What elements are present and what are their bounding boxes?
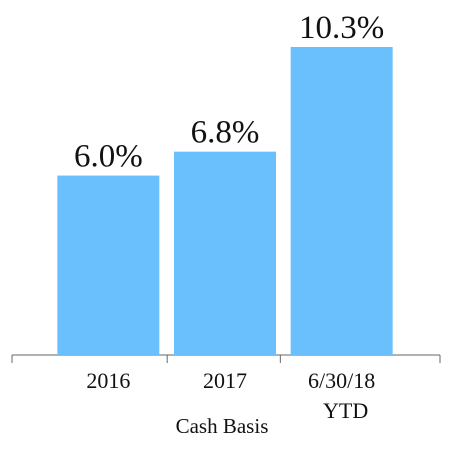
x-tick-label: 6/30/18 YTD [308,368,375,423]
bar [57,175,160,355]
value-label: 6.0% [74,139,143,175]
x-axis-label: Cash Basis [176,414,269,438]
value-label: 10.3% [299,10,384,46]
x-tick-label: 2017 [203,368,247,393]
value-label: 6.8% [191,115,260,151]
x-tick-label: 2016 [86,368,130,393]
bar [174,151,276,355]
bar [290,47,393,355]
